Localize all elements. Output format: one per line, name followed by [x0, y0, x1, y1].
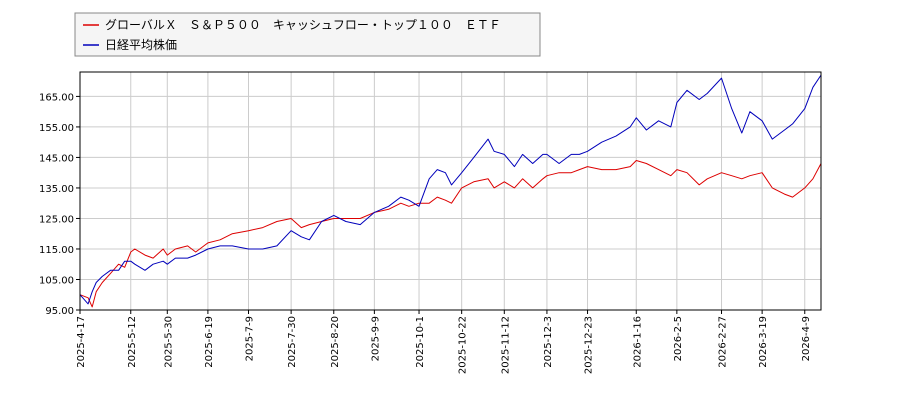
legend-label-etf: グローバルＸ Ｓ＆Ｐ５００ キャッシュフロー・トップ１００ ＥＴＦ	[105, 18, 501, 32]
grid	[79, 72, 821, 311]
x-tick-label: 2026-2-27	[718, 316, 729, 368]
x-tick-label: 2025-7-9	[245, 316, 256, 361]
y-axis: 95.00 105.00 115.00 125.00 135.00 145.00 155.0…	[39, 92, 80, 317]
x-tick-label: 2025-6-19	[204, 316, 215, 368]
x-tick-label: 2025-10-22	[458, 316, 469, 374]
x-tick-label: 2025-8-20	[330, 316, 341, 368]
series-layer	[79, 74, 822, 308]
y-tick-label: 115.00	[39, 245, 74, 256]
x-tick-label: 2026-4-9	[801, 316, 812, 361]
series-line-1	[79, 74, 822, 305]
legend: グローバルＸ Ｓ＆Ｐ５００ キャッシュフロー・トップ１００ ＥＴＦ 日経平均株価	[74, 12, 541, 57]
series-line-0	[79, 160, 822, 308]
x-tick-label: 2025-4-17	[76, 316, 87, 368]
y-tick-label: 155.00	[39, 123, 74, 134]
x-tick-label: 2025-5-12	[127, 316, 138, 368]
x-tick-label: 2026-3-19	[758, 316, 769, 368]
y-tick-label: 125.00	[39, 214, 74, 225]
y-tick-label: 105.00	[39, 275, 74, 286]
x-tick-label: 2026-2-5	[673, 316, 684, 361]
plot-frame	[79, 71, 822, 311]
x-tick-label: 2025-9-9	[370, 316, 381, 361]
y-tick-label: 95.00	[45, 306, 74, 317]
x-tick-label: 2026-1-16	[632, 316, 643, 368]
x-axis: 2025-4-17 2025-5-12 2025-5-30 2025-6-19 2025…	[76, 310, 812, 374]
plot-area	[80, 72, 821, 310]
x-tick-label: 2025-7-30	[287, 316, 298, 368]
y-tick-label: 165.00	[39, 92, 74, 103]
x-tick-label: 2025-11-12	[500, 316, 511, 374]
x-tick-label: 2025-12-3	[543, 316, 554, 368]
legend-label-nikkei: 日経平均株価	[105, 37, 177, 52]
x-tick-label: 2025-12-23	[584, 316, 595, 374]
x-tick-label: 2025-10-1	[415, 316, 426, 368]
x-tick-label: 2025-5-30	[163, 316, 174, 368]
y-tick-label: 145.00	[39, 153, 74, 164]
legend-box	[74, 12, 541, 57]
y-tick-label: 135.00	[39, 184, 74, 195]
